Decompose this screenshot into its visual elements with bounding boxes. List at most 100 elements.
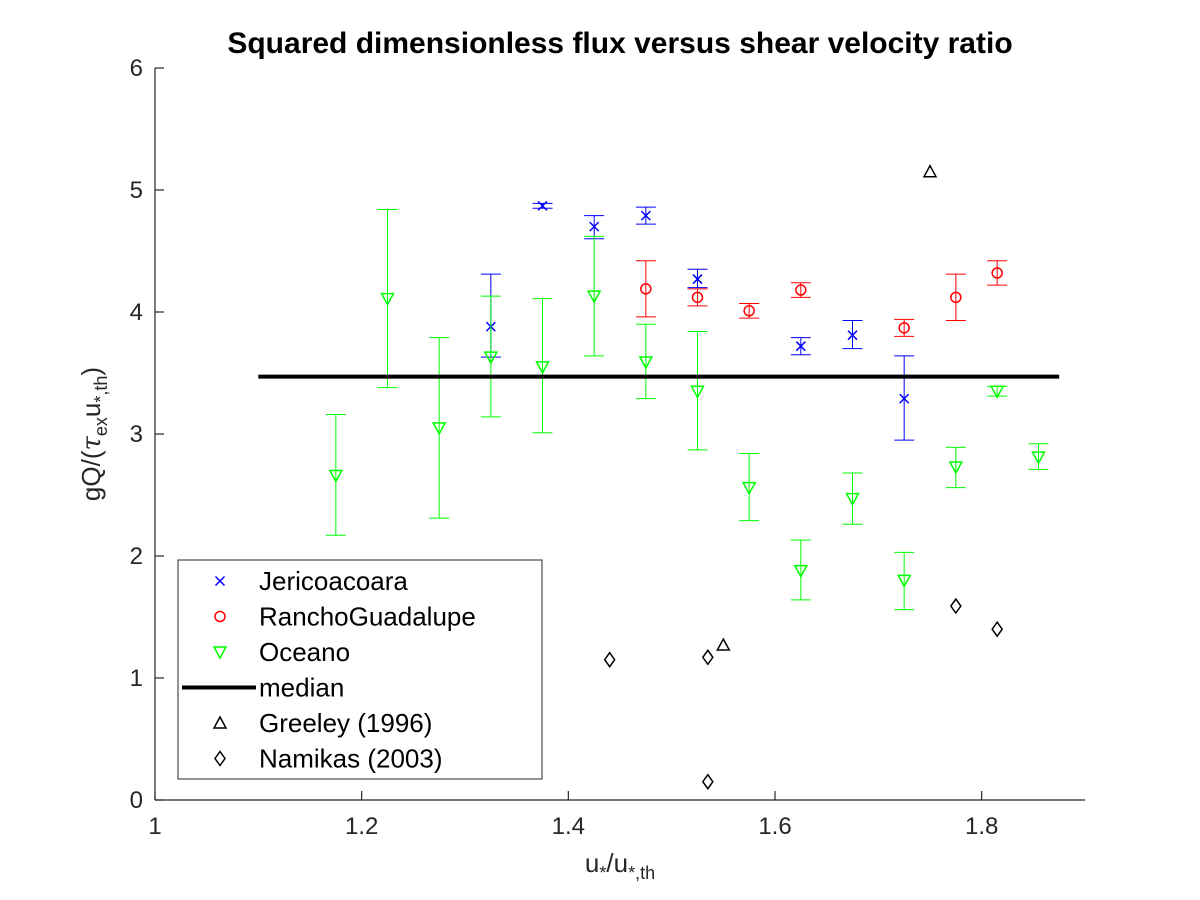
data-point	[640, 283, 652, 295]
error-bar	[532, 298, 553, 434]
data-point	[537, 200, 548, 211]
error-bar	[687, 331, 708, 451]
y-ticks: 0 1 2 3 4 5 6	[130, 55, 164, 814]
data-point	[701, 648, 714, 666]
data-point	[991, 620, 1004, 638]
data-point	[949, 597, 962, 615]
y-tick-label: 0	[130, 787, 143, 814]
error-bar	[377, 209, 398, 389]
x-label-sub2: *,th	[628, 863, 655, 883]
x-label-mid: /u	[606, 848, 628, 878]
error-bar	[325, 413, 346, 536]
error-bar	[480, 295, 501, 418]
data-point	[898, 322, 910, 334]
data-point	[691, 291, 704, 304]
data-point	[847, 330, 858, 341]
error-bar	[945, 446, 966, 489]
data-point	[845, 492, 860, 507]
data-point	[743, 305, 755, 317]
legend-item-jericoacoara: Jericoacoara	[214, 566, 408, 596]
legend-label: RanchoGuadalupe	[259, 602, 476, 632]
error-bar	[635, 323, 656, 400]
data-point	[991, 267, 1003, 279]
y-tick-label: 5	[130, 177, 143, 204]
y-tick-label: 6	[130, 55, 143, 82]
error-bar	[842, 472, 863, 525]
legend-marker	[212, 646, 228, 660]
y-tick-label: 4	[130, 299, 143, 326]
legend-item-median: median	[182, 673, 344, 703]
legend-item-oceano: Oceano	[212, 637, 350, 667]
y-tick-label: 2	[130, 543, 143, 570]
y-tick-label: 3	[130, 421, 143, 448]
legend-item-namikas-2003: Namikas (2003)	[214, 744, 443, 774]
y-label-sub-ex: ex	[91, 417, 111, 436]
data-point	[795, 284, 807, 296]
error-bar	[584, 235, 605, 357]
legend-label: Namikas (2003)	[259, 744, 443, 774]
legend-label: median	[259, 673, 344, 703]
data-point	[793, 564, 809, 579]
data-point	[922, 164, 938, 178]
data-point	[692, 274, 703, 285]
error-bar	[987, 260, 1008, 286]
series-namikas-2003	[603, 597, 1004, 790]
legend-items: Jericoacoara RanchoGuadalupe Oceano median G…	[182, 566, 476, 774]
data-point	[950, 291, 962, 304]
data-point	[701, 773, 714, 790]
x-tick-label: 1.4	[552, 813, 585, 840]
data-point	[589, 221, 600, 232]
data-point	[716, 637, 731, 651]
data-point	[899, 393, 910, 404]
legend-item-greeley-1996: Greeley (1996)	[212, 708, 432, 738]
error-bar	[739, 453, 760, 522]
series-greeley-1996	[716, 164, 938, 651]
legend-label: Jericoacoara	[259, 566, 408, 596]
y-label-sub-th: *,th	[91, 376, 111, 403]
x-tick-label: 1.2	[345, 813, 378, 840]
data-point	[948, 461, 964, 475]
series-ranchoguadalupe	[635, 260, 1008, 337]
chart-title: Squared dimensionless flux versus shear …	[227, 27, 1012, 60]
data-point	[380, 292, 395, 307]
x-tick-label: 1	[148, 813, 161, 840]
data-point	[896, 574, 912, 588]
legend-label: Greeley (1996)	[259, 708, 432, 738]
error-bar	[1028, 443, 1049, 470]
error-bar	[790, 539, 811, 601]
error-bar	[894, 551, 915, 611]
data-point	[741, 481, 757, 496]
series-layer	[258, 164, 1060, 790]
data-point	[603, 651, 616, 668]
legend-item-ranchoguadalupe: RanchoGuadalupe	[214, 602, 476, 632]
data-point	[989, 385, 1005, 399]
x-ticks: 1 1.2 1.4 1.6 1.8	[148, 791, 998, 840]
series-oceano	[325, 209, 1049, 611]
legend: Jericoacoara RanchoGuadalupe Oceano median G…	[177, 559, 543, 780]
legend-marker	[214, 610, 226, 623]
data-point	[690, 385, 705, 399]
data-point	[795, 341, 806, 352]
x-axis-label: u*/u*,th	[585, 848, 655, 883]
error-bar	[945, 273, 966, 322]
data-point	[586, 290, 602, 304]
data-point	[1031, 451, 1046, 465]
error-bar	[635, 260, 656, 318]
y-label-u: u	[76, 403, 106, 417]
data-point	[328, 469, 344, 484]
y-tick-label: 1	[130, 665, 143, 692]
x-label-sub1: *	[599, 863, 606, 883]
x-tick-label: 1.6	[758, 813, 791, 840]
data-point	[535, 361, 550, 375]
x-label-base: u	[585, 848, 599, 878]
data-point	[640, 210, 651, 221]
error-bar	[429, 337, 450, 519]
legend-box	[177, 559, 543, 780]
legend-marker	[214, 750, 226, 767]
legend-label: Oceano	[259, 637, 350, 667]
data-point	[638, 356, 654, 370]
y-label-pre: gQ/(	[76, 450, 106, 501]
y-label-tau: τ	[77, 436, 107, 451]
legend-marker	[212, 715, 228, 729]
